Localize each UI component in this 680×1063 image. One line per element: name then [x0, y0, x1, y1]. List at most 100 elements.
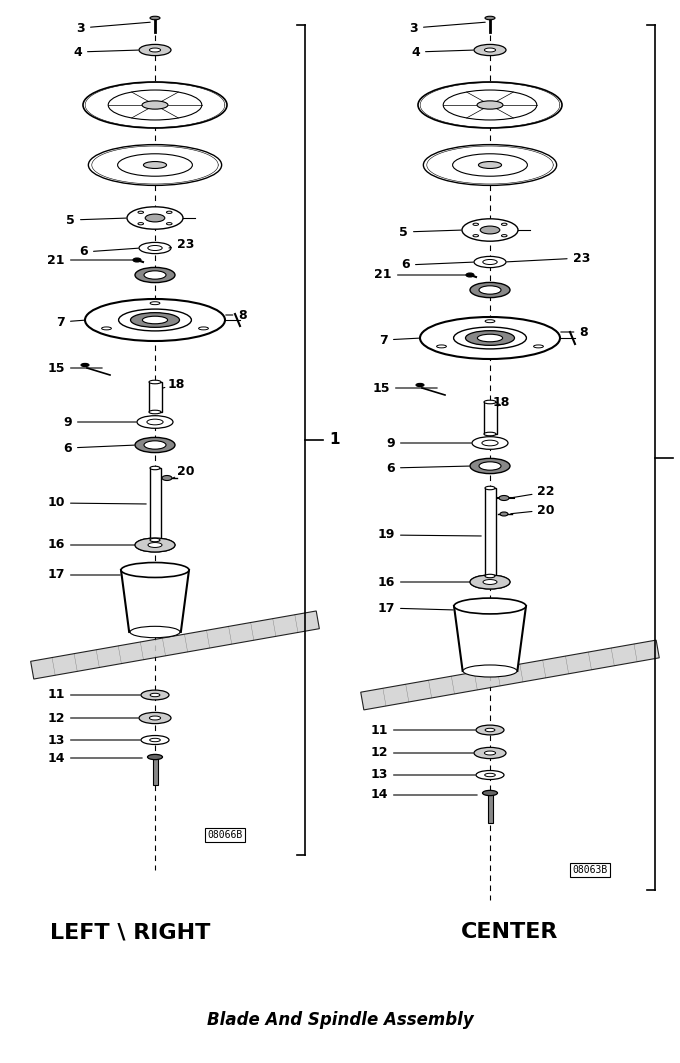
- Text: 4: 4: [73, 46, 138, 58]
- Ellipse shape: [137, 416, 173, 428]
- Ellipse shape: [477, 334, 503, 342]
- Ellipse shape: [150, 16, 160, 20]
- Ellipse shape: [476, 725, 504, 735]
- Text: 10: 10: [48, 496, 146, 509]
- Ellipse shape: [483, 791, 498, 795]
- Text: Blade And Spindle Assembly: Blade And Spindle Assembly: [207, 1011, 473, 1029]
- Text: 15: 15: [48, 361, 102, 374]
- Ellipse shape: [420, 317, 560, 359]
- Ellipse shape: [474, 256, 506, 268]
- Text: 3: 3: [76, 21, 150, 34]
- Ellipse shape: [416, 384, 424, 387]
- Ellipse shape: [146, 214, 165, 222]
- Ellipse shape: [138, 212, 143, 214]
- Text: 1: 1: [330, 433, 340, 448]
- Ellipse shape: [130, 626, 180, 638]
- Ellipse shape: [472, 437, 508, 450]
- Ellipse shape: [148, 542, 162, 547]
- Ellipse shape: [150, 739, 160, 742]
- Ellipse shape: [118, 309, 191, 331]
- Ellipse shape: [501, 223, 507, 225]
- Ellipse shape: [480, 226, 500, 234]
- Text: 18: 18: [163, 377, 185, 390]
- Ellipse shape: [81, 364, 89, 367]
- Ellipse shape: [466, 273, 474, 277]
- Ellipse shape: [144, 271, 166, 280]
- Ellipse shape: [144, 441, 166, 450]
- Text: 4: 4: [411, 46, 473, 58]
- Ellipse shape: [141, 690, 169, 699]
- Ellipse shape: [476, 771, 504, 779]
- Ellipse shape: [462, 219, 518, 241]
- Ellipse shape: [484, 48, 496, 52]
- Ellipse shape: [454, 598, 526, 614]
- Text: 18: 18: [492, 395, 510, 408]
- Text: 17: 17: [48, 569, 120, 581]
- Ellipse shape: [454, 327, 526, 349]
- Ellipse shape: [83, 82, 227, 128]
- Ellipse shape: [167, 222, 172, 224]
- Text: 6: 6: [401, 258, 473, 271]
- Ellipse shape: [135, 538, 175, 552]
- Ellipse shape: [483, 259, 497, 265]
- Ellipse shape: [479, 162, 502, 168]
- Ellipse shape: [149, 410, 161, 414]
- Text: 9: 9: [63, 416, 136, 428]
- Bar: [153, 757, 158, 784]
- Polygon shape: [121, 570, 189, 632]
- Text: 08066B: 08066B: [207, 830, 243, 840]
- Text: 6: 6: [63, 441, 134, 455]
- Ellipse shape: [470, 575, 510, 589]
- Text: 5: 5: [66, 214, 126, 226]
- Text: 6: 6: [386, 461, 469, 474]
- Text: 20: 20: [511, 504, 555, 517]
- Ellipse shape: [101, 327, 112, 330]
- Ellipse shape: [139, 242, 171, 254]
- Ellipse shape: [150, 716, 160, 720]
- Ellipse shape: [150, 48, 160, 52]
- Text: 17: 17: [377, 602, 454, 614]
- Text: 16: 16: [377, 575, 469, 589]
- Ellipse shape: [424, 145, 557, 185]
- Text: 22: 22: [513, 486, 555, 499]
- Ellipse shape: [453, 154, 528, 176]
- Ellipse shape: [167, 212, 172, 214]
- Ellipse shape: [135, 538, 175, 552]
- Ellipse shape: [485, 728, 495, 731]
- Text: 11: 11: [371, 724, 475, 737]
- Bar: [149, 382, 162, 412]
- Ellipse shape: [484, 433, 496, 436]
- Text: 8: 8: [226, 308, 247, 321]
- Text: 12: 12: [48, 711, 138, 725]
- Ellipse shape: [147, 419, 163, 425]
- Ellipse shape: [484, 400, 496, 404]
- Ellipse shape: [121, 562, 189, 577]
- Text: 23: 23: [507, 252, 590, 265]
- Ellipse shape: [499, 495, 509, 501]
- Ellipse shape: [138, 222, 143, 224]
- Ellipse shape: [466, 331, 515, 345]
- Text: 13: 13: [371, 769, 475, 781]
- Ellipse shape: [474, 747, 506, 759]
- Text: 14: 14: [48, 752, 142, 764]
- Polygon shape: [31, 611, 320, 679]
- Text: 16: 16: [48, 539, 134, 552]
- Text: 20: 20: [173, 466, 195, 478]
- Ellipse shape: [135, 268, 175, 283]
- Text: 15: 15: [373, 382, 437, 394]
- Text: 23: 23: [169, 237, 194, 251]
- Ellipse shape: [139, 712, 171, 724]
- Ellipse shape: [150, 693, 160, 696]
- Ellipse shape: [127, 207, 183, 230]
- Text: 7: 7: [379, 334, 420, 347]
- Ellipse shape: [534, 344, 543, 348]
- Ellipse shape: [473, 223, 479, 225]
- Ellipse shape: [484, 752, 496, 755]
- Text: 14: 14: [371, 789, 477, 802]
- Ellipse shape: [139, 45, 171, 55]
- Polygon shape: [454, 606, 526, 671]
- Ellipse shape: [142, 101, 168, 109]
- Text: 21: 21: [375, 269, 467, 282]
- Text: 6: 6: [80, 246, 138, 258]
- Ellipse shape: [485, 773, 495, 777]
